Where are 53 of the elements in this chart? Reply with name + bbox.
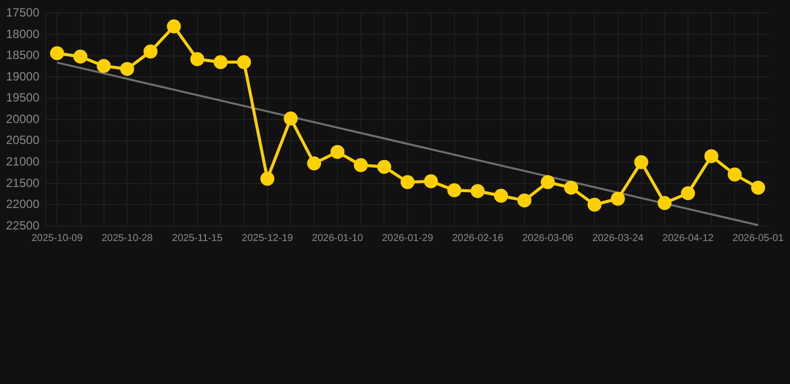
point (564, 180, 578, 195)
x-tick-label: 2025-10-28 (102, 232, 154, 244)
point (400, 175, 415, 190)
point (447, 183, 462, 198)
y-tick-label: 21500 (6, 176, 40, 190)
point (680, 186, 695, 200)
x-tick-label: 2026-04-12 (662, 232, 714, 244)
point (307, 156, 322, 170)
point (96, 58, 111, 73)
point (704, 149, 718, 164)
point (517, 193, 532, 208)
x-tick-label: 2025-10-09 (31, 232, 84, 244)
y-tick-label: 21000 (6, 154, 40, 168)
x-tick-label: 2026-02-16 (452, 232, 504, 244)
point (214, 55, 228, 70)
point (470, 184, 485, 198)
point (634, 155, 648, 170)
y-tick-label: 19000 (6, 69, 40, 84)
y-tick-label: 22000 (6, 197, 40, 212)
point (237, 55, 251, 70)
point (354, 158, 368, 172)
y-tick-label: 22500 (6, 218, 40, 232)
point (260, 172, 274, 186)
point (377, 160, 392, 174)
point (728, 168, 742, 182)
x-tick-label: 2026-03-24 (592, 232, 644, 244)
x-tick-label: 2026-03-06 (522, 232, 574, 244)
point (73, 50, 88, 64)
point (144, 44, 158, 59)
x-tick-label: 2026-01-10 (312, 232, 364, 244)
point (166, 19, 181, 34)
y-tick-label: 20500 (6, 133, 40, 148)
x-tick-label: 2025-11-15 (172, 232, 223, 244)
point (120, 62, 134, 76)
x-tick-label: 2026-01-29 (382, 232, 434, 244)
y-tick-label: 20000 (6, 112, 40, 126)
y-tick-label: 17500 (6, 6, 40, 20)
point (610, 192, 625, 206)
point (588, 198, 602, 212)
x-tick-label: 2026-05-01 (732, 232, 784, 244)
point (540, 175, 555, 190)
point (50, 46, 64, 60)
point (751, 180, 766, 195)
point (190, 52, 204, 66)
point (424, 174, 438, 188)
point (494, 188, 508, 203)
x-tick-label: 2025-12-19 (242, 232, 294, 244)
point (658, 196, 672, 210)
point (330, 144, 344, 159)
y-tick-label: 18000 (6, 26, 40, 41)
y-tick-label: 18500 (6, 48, 40, 62)
point (284, 112, 298, 126)
y-tick-label: 19500 (6, 90, 40, 105)
